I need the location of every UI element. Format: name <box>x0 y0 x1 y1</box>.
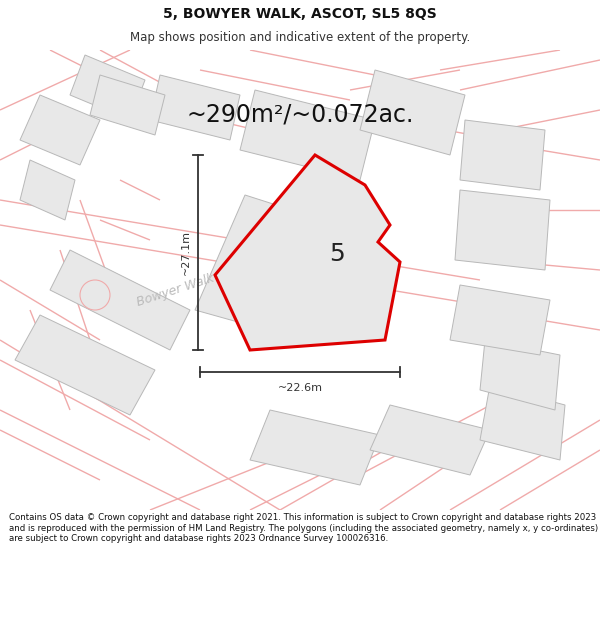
Polygon shape <box>20 160 75 220</box>
Polygon shape <box>240 90 375 180</box>
Polygon shape <box>480 385 565 460</box>
Polygon shape <box>460 120 545 190</box>
Text: 5, BOWYER WALK, ASCOT, SL5 8QS: 5, BOWYER WALK, ASCOT, SL5 8QS <box>163 7 437 21</box>
Polygon shape <box>20 95 100 165</box>
Polygon shape <box>450 285 550 355</box>
Polygon shape <box>195 195 370 345</box>
Polygon shape <box>360 70 465 155</box>
Text: 5: 5 <box>329 242 345 266</box>
Text: Bowyer Walk: Bowyer Walk <box>134 271 215 309</box>
Polygon shape <box>370 405 490 475</box>
Polygon shape <box>150 75 240 140</box>
Polygon shape <box>70 55 145 120</box>
Polygon shape <box>455 190 550 270</box>
Polygon shape <box>215 155 400 350</box>
Polygon shape <box>480 340 560 410</box>
Polygon shape <box>50 250 190 350</box>
Polygon shape <box>250 410 380 485</box>
Text: Contains OS data © Crown copyright and database right 2021. This information is : Contains OS data © Crown copyright and d… <box>9 514 598 543</box>
Text: ~22.6m: ~22.6m <box>277 383 323 393</box>
Text: Map shows position and indicative extent of the property.: Map shows position and indicative extent… <box>130 31 470 44</box>
Polygon shape <box>90 75 165 135</box>
Text: ~27.1m: ~27.1m <box>181 230 191 275</box>
Text: ~290m²/~0.072ac.: ~290m²/~0.072ac. <box>187 103 413 127</box>
Polygon shape <box>15 315 155 415</box>
